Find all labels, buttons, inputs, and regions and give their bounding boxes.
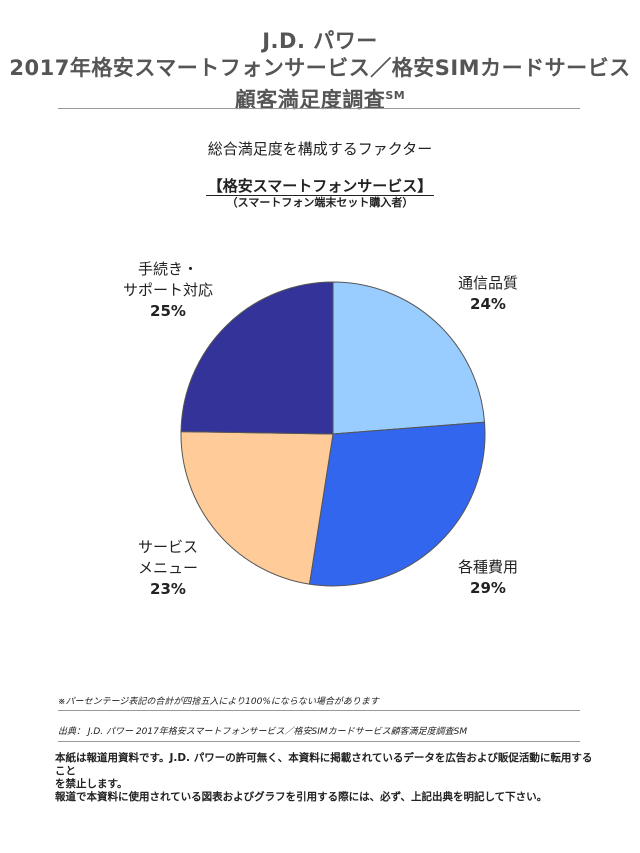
slice-name: サービス: [137, 538, 198, 556]
slice-name: 各種費用: [457, 558, 518, 576]
header-brand: J.D. パワー: [262, 29, 378, 53]
header-survey-name: 2017年格安スマートフォンサービス／格安SIMカードサービス: [9, 56, 631, 80]
footnote-divider: [58, 710, 580, 711]
slice-percent: 24%: [470, 295, 506, 313]
slice-service-menu: [180, 431, 334, 585]
chart-subnote: （スマートフォン端末セット購入者）: [226, 196, 414, 209]
slice-hiyou: [308, 421, 486, 587]
report-header: J.D. パワー 2017年格安スマートフォンサービス／格安SIMカードサービス…: [0, 28, 640, 114]
chart-subtitle: 【格安スマートフォンサービス】: [0, 175, 640, 196]
slice-tsushin: [332, 281, 486, 435]
slice-name: 手続き・: [137, 260, 198, 278]
disclaimer-line: 本紙は報道用資料です。J.D. パワーの許可無く、本資料に掲載されているデータを…: [55, 752, 593, 777]
slice-name: 通信品質: [457, 274, 518, 292]
slice-percent: 23%: [150, 580, 186, 598]
chart-title: 総合満足度を構成するファクター: [207, 140, 433, 158]
disclaimer-line: 報道で本資料に使用されている図表およびグラフを引用する際には、必ず、上記出典を明…: [55, 791, 548, 803]
header-divider: [58, 108, 580, 109]
source-citation: 出典： J.D. パワー 2017年格安スマートフォンサービス／格安SIMカード…: [58, 727, 468, 737]
slice-label-support: 手続き・ サポート対応 25%: [100, 259, 236, 322]
rounding-footnote: ※パーセンテージ表記の合計が四捨五入により100%にならない場合があります: [58, 697, 379, 707]
slice-percent: 25%: [150, 302, 186, 320]
usage-disclaimer: 本紙は報道用資料です。J.D. パワーの許可無く、本資料に掲載されているデータを…: [55, 752, 595, 804]
slice-support: [180, 281, 334, 435]
slice-name-line2: メニュー: [137, 559, 198, 577]
slice-label-tsushin: 通信品質 24%: [428, 273, 548, 315]
slice-name-line2: サポート対応: [122, 281, 213, 299]
slice-percent: 29%: [470, 579, 506, 597]
disclaimer-line: を禁止します。: [55, 778, 128, 790]
slice-label-service-menu: サービス メニュー 23%: [108, 537, 228, 600]
chart-subtitle-text: 【格安スマートフォンサービス】: [205, 177, 435, 196]
slice-label-hiyou: 各種費用 29%: [428, 557, 548, 599]
source-divider: [58, 741, 580, 742]
service-mark: SM: [385, 89, 406, 102]
